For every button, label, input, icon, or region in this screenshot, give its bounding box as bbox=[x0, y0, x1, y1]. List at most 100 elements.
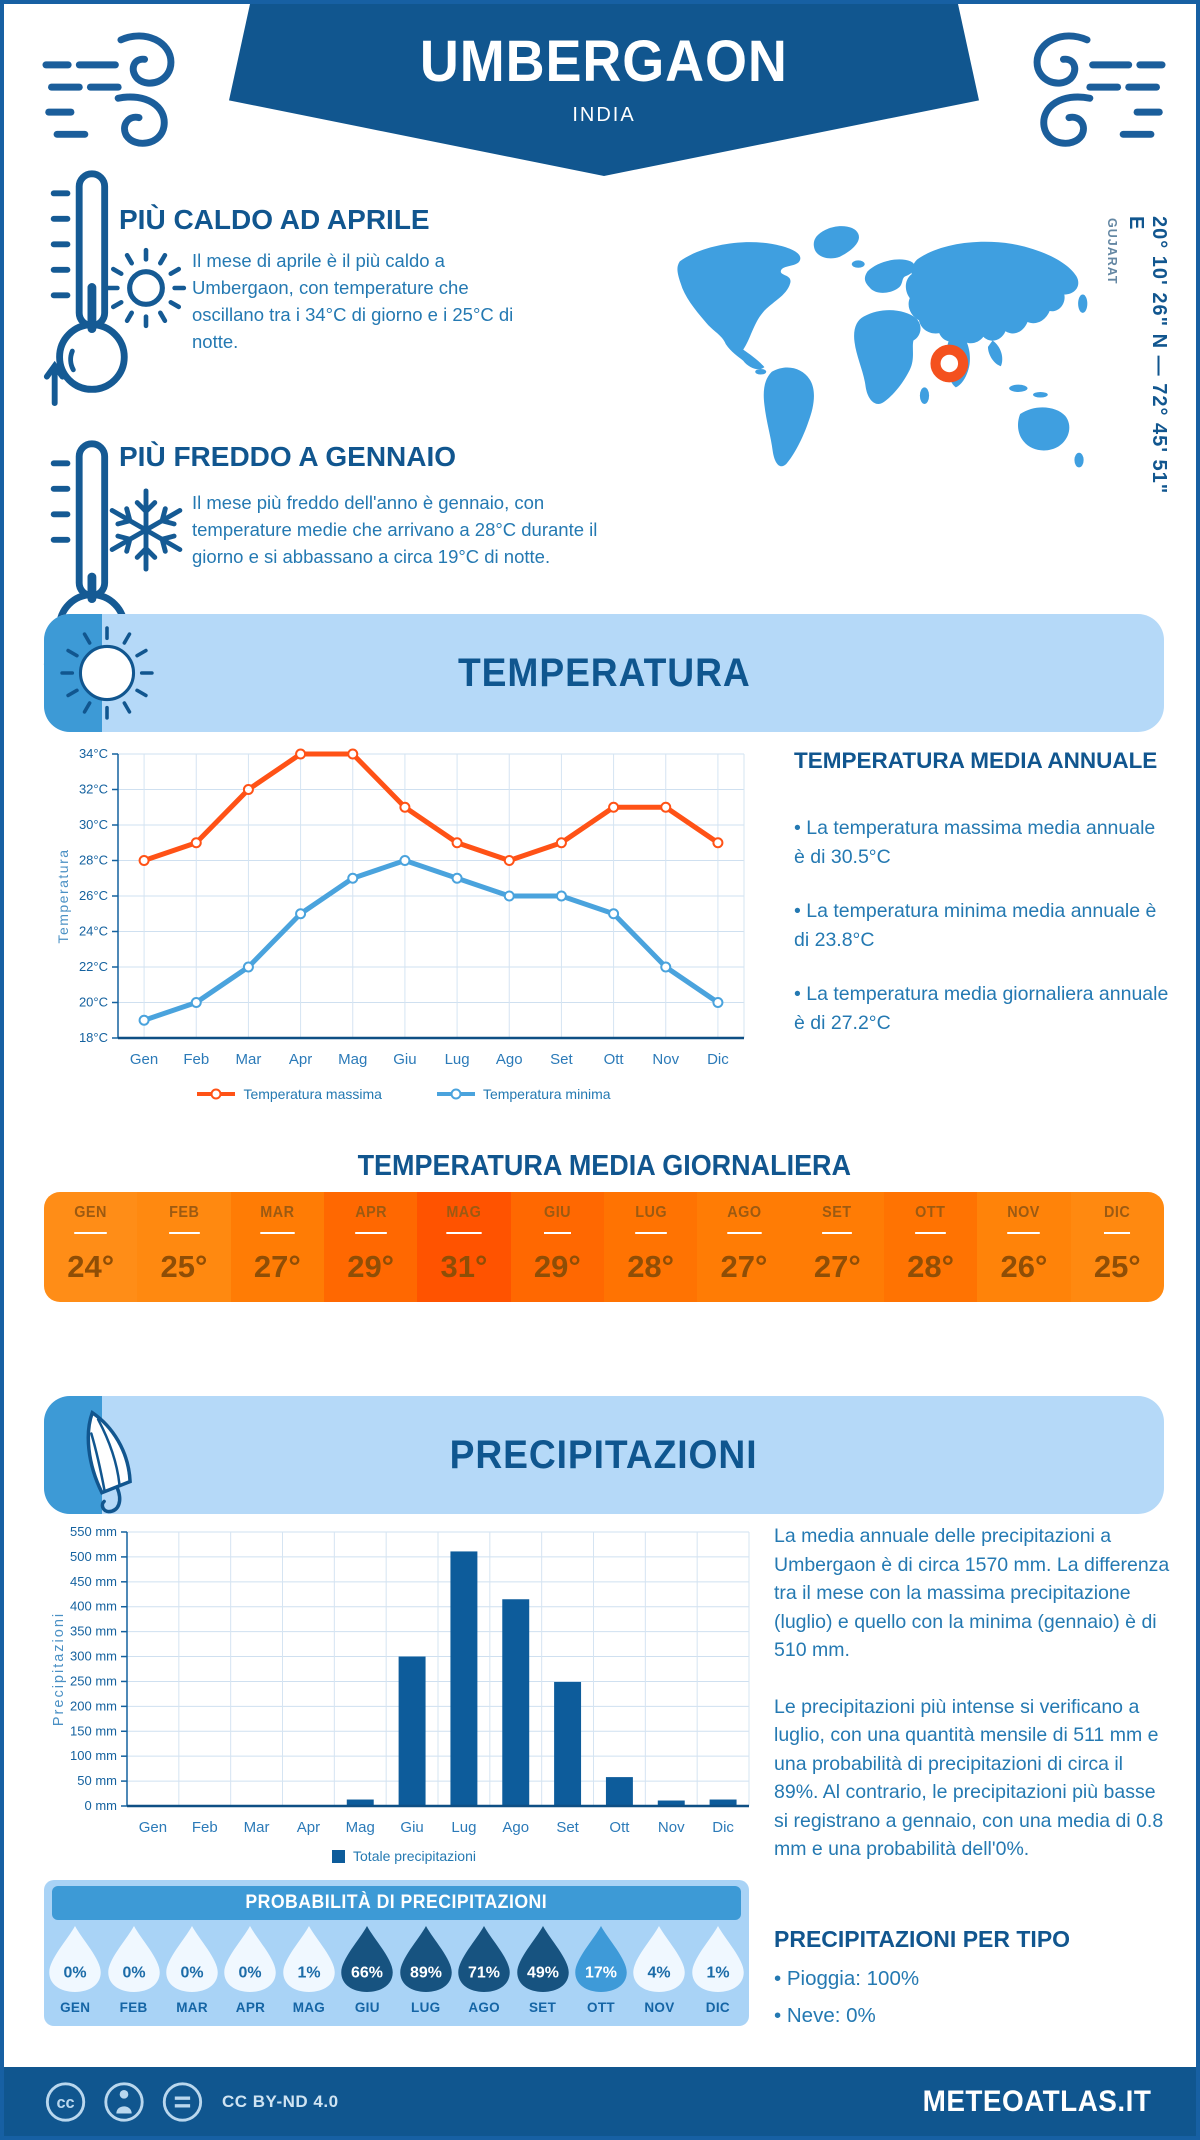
svg-text:20°C: 20°C bbox=[79, 995, 108, 1010]
bullet: Neve: 0% bbox=[774, 2000, 1164, 2031]
svg-text:Set: Set bbox=[550, 1051, 573, 1068]
header-banner: UMBERGAON INDIA bbox=[229, 4, 979, 176]
sun-icon bbox=[105, 247, 187, 329]
temp-table-column: LUG 28° bbox=[603, 1192, 698, 1302]
droplet-row: 0% GEN 0% FEB 0% MAR 0% APR 1% MAG 66% GIU 89% LUG 71%… bbox=[46, 1924, 747, 2015]
svg-text:Dic: Dic bbox=[712, 1819, 734, 1836]
svg-text:4%: 4% bbox=[648, 1965, 671, 1982]
temp-table-column: SET 27° bbox=[790, 1192, 884, 1302]
map-coordinates: 20° 10' 26" N — 72° 45' 51" E bbox=[1125, 216, 1170, 495]
svg-text:1%: 1% bbox=[297, 1965, 320, 1982]
probability-droplet: 0% FEB bbox=[104, 1924, 162, 2015]
svg-text:66%: 66% bbox=[351, 1965, 383, 1982]
highlight-hot-text: Il mese di aprile è il più caldo a Umber… bbox=[192, 250, 514, 352]
probability-panel: PROBABILITÀ DI PRECIPITAZIONI 0% GEN 0% FEB… bbox=[44, 1880, 749, 2026]
probability-droplet: 4% NOV bbox=[630, 1924, 688, 2015]
svg-text:Set: Set bbox=[556, 1819, 579, 1836]
svg-text:Giu: Giu bbox=[393, 1051, 416, 1068]
highlight-hot-title: PIÙ CALDO AD APRILE bbox=[119, 204, 430, 235]
svg-text:200 mm: 200 mm bbox=[70, 1698, 117, 1713]
svg-text:Mar: Mar bbox=[235, 1051, 261, 1068]
svg-text:Dic: Dic bbox=[707, 1051, 729, 1068]
probability-droplet: 1% DIC bbox=[689, 1924, 747, 2015]
temp-table-column: AGO 27° bbox=[697, 1192, 791, 1302]
svg-text:50 mm: 50 mm bbox=[77, 1773, 117, 1788]
temp-table-column: GIU 29° bbox=[510, 1192, 604, 1302]
svg-text:Nov: Nov bbox=[652, 1051, 679, 1068]
precipitation-paragraph: La media annuale delle precipitazioni a … bbox=[774, 1525, 1170, 1661]
svg-text:18°C: 18°C bbox=[79, 1030, 108, 1045]
svg-text:0 mm: 0 mm bbox=[85, 1798, 118, 1813]
page-title: UMBERGAON bbox=[420, 29, 788, 94]
probability-droplet: 49% SET bbox=[513, 1924, 571, 2015]
precipitation-paragraph: Le precipitazioni più intense si verific… bbox=[774, 1695, 1164, 1861]
svg-text:0%: 0% bbox=[239, 1965, 262, 1982]
sun-badge-icon bbox=[60, 626, 154, 720]
probability-droplet: 66% GIU bbox=[338, 1924, 396, 2015]
svg-text:250 mm: 250 mm bbox=[70, 1673, 117, 1688]
probability-droplet: 0% MAR bbox=[163, 1924, 221, 2015]
svg-text:Lug: Lug bbox=[451, 1819, 476, 1836]
svg-text:0%: 0% bbox=[122, 1965, 145, 1982]
bullet: La temperatura massima media annuale è d… bbox=[794, 814, 1169, 871]
temperature-annual-block: TEMPERATURA MEDIA ANNUALE La temperatura… bbox=[794, 748, 1169, 1063]
precip-type-block: PRECIPITAZIONI PER TIPO Pioggia: 100% Ne… bbox=[774, 1926, 1164, 2037]
svg-text:Mag: Mag bbox=[346, 1819, 375, 1836]
svg-text:Ott: Ott bbox=[604, 1051, 625, 1068]
temp-table-column: NOV 26° bbox=[977, 1192, 1071, 1302]
svg-text:550 mm: 550 mm bbox=[70, 1524, 117, 1539]
svg-text:cc: cc bbox=[56, 2093, 74, 2111]
snowflake-icon bbox=[109, 488, 183, 572]
svg-text:22°C: 22°C bbox=[79, 959, 108, 974]
svg-text:71%: 71% bbox=[468, 1965, 500, 1982]
svg-text:30°C: 30°C bbox=[79, 817, 108, 832]
temp-table-column: DIC 25° bbox=[1070, 1192, 1164, 1302]
world-map bbox=[677, 226, 1088, 468]
cc-license-icons: cc bbox=[45, 2081, 203, 2122]
svg-text:0%: 0% bbox=[181, 1965, 204, 1982]
svg-text:Ago: Ago bbox=[502, 1819, 529, 1836]
svg-text:17%: 17% bbox=[585, 1965, 617, 1982]
svg-text:49%: 49% bbox=[527, 1965, 559, 1982]
svg-text:Feb: Feb bbox=[183, 1051, 209, 1068]
legend-item: Totale precipitazioni bbox=[332, 1848, 476, 1864]
svg-text:400 mm: 400 mm bbox=[70, 1599, 117, 1614]
page-subtitle: INDIA bbox=[572, 104, 636, 126]
svg-text:Nov: Nov bbox=[658, 1819, 685, 1836]
precipitation-section-title: PRECIPITAZIONI bbox=[450, 1433, 758, 1477]
map-region-label: GUJARAT bbox=[1105, 218, 1119, 285]
wind-icon bbox=[42, 32, 175, 147]
temperature-section-title: TEMPERATURA bbox=[457, 651, 751, 695]
svg-text:Giu: Giu bbox=[400, 1819, 423, 1836]
svg-text:450 mm: 450 mm bbox=[70, 1574, 117, 1589]
svg-text:Lug: Lug bbox=[445, 1051, 470, 1068]
svg-text:Gen: Gen bbox=[139, 1819, 167, 1836]
temp-table-column: FEB 25° bbox=[137, 1192, 231, 1302]
temperature-annual-heading: TEMPERATURA MEDIA ANNUALE bbox=[794, 748, 1158, 773]
svg-text:1%: 1% bbox=[706, 1965, 729, 1982]
highlight-cold-title: PIÙ FREDDO A GENNAIO bbox=[119, 441, 457, 472]
svg-text:150 mm: 150 mm bbox=[70, 1723, 117, 1738]
svg-text:Gen: Gen bbox=[130, 1051, 158, 1068]
svg-text:24°C: 24°C bbox=[79, 924, 108, 939]
svg-text:Precipitazioni: Precipitazioni bbox=[51, 1612, 67, 1726]
precip-type-bullets: Pioggia: 100% Neve: 0% bbox=[774, 1963, 1164, 2031]
svg-text:Apr: Apr bbox=[297, 1819, 320, 1836]
svg-text:Mag: Mag bbox=[338, 1051, 367, 1068]
probability-droplet: 1% MAG bbox=[280, 1924, 338, 2015]
temp-table-column: MAR 27° bbox=[230, 1192, 324, 1302]
svg-text:Feb: Feb bbox=[192, 1819, 218, 1836]
bullet: La temperatura minima media annuale è di… bbox=[794, 897, 1169, 954]
precip-legend: Totale precipitazioni bbox=[49, 1848, 759, 1864]
svg-text:Temperatura: Temperatura bbox=[55, 848, 71, 943]
svg-text:Ott: Ott bbox=[609, 1819, 630, 1836]
svg-text:34°C: 34°C bbox=[79, 746, 108, 761]
bullet: Pioggia: 100% bbox=[774, 1963, 1164, 1994]
probability-title: PROBABILITÀ DI PRECIPITAZIONI bbox=[245, 1892, 548, 1913]
svg-text:Apr: Apr bbox=[289, 1051, 312, 1068]
svg-text:32°C: 32°C bbox=[79, 782, 108, 797]
thermometer-up-icon bbox=[43, 170, 128, 407]
highlight-cold-text: Il mese più freddo dell'anno è gennaio, … bbox=[192, 492, 598, 567]
precipitation-section-banner: PRECIPITAZIONI bbox=[44, 1396, 1164, 1514]
